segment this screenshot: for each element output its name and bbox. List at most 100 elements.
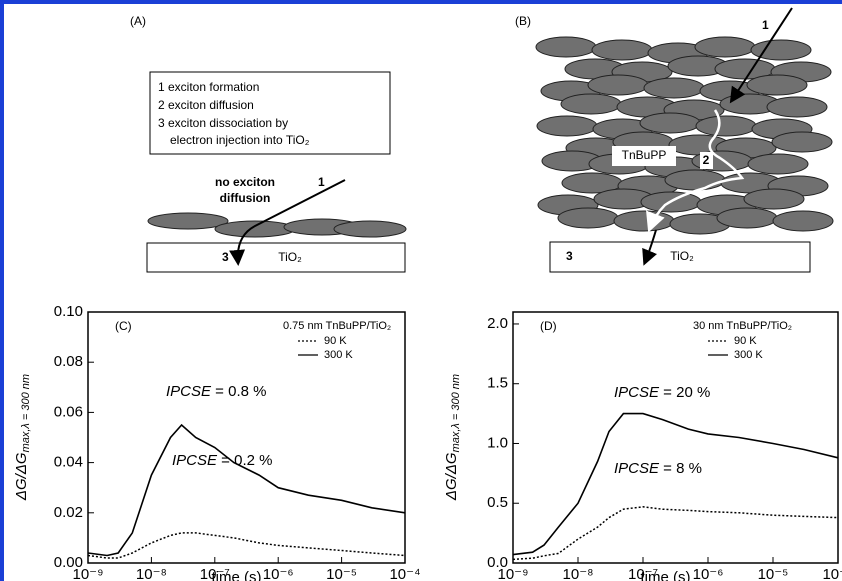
- panel-label: (A): [130, 14, 146, 28]
- annotation: IPCSE = 8 %: [614, 460, 702, 477]
- annotation-text: = 8 %: [659, 460, 702, 477]
- molecule-stack: [535, 36, 834, 235]
- step-label: 1: [762, 18, 769, 32]
- legend-label: 300 K: [734, 349, 763, 361]
- data-line: [87, 532, 406, 559]
- x-tick-label: 10⁻⁸: [136, 566, 167, 581]
- annotation-label: IPCSE: [166, 383, 212, 400]
- note: no exciton: [215, 175, 275, 189]
- y-tick-label: 0.02: [54, 504, 83, 521]
- panel-label: (D): [540, 319, 557, 333]
- molecule: [766, 96, 828, 118]
- legend-item: 3 exciton dissociation by: [158, 116, 288, 130]
- step-label: 2: [703, 153, 710, 167]
- substrate-label: TiO₂: [278, 250, 302, 264]
- legend-label: 300 K: [324, 349, 353, 361]
- y-tick-label: 0.06: [54, 403, 83, 420]
- step-box: [700, 152, 713, 169]
- molecule: [695, 115, 757, 137]
- molecule: [743, 188, 805, 210]
- molecule: [746, 74, 808, 96]
- legend-label: 90 K: [324, 335, 347, 347]
- molecule: [536, 115, 598, 137]
- y-axis-label-sub: max,λ = 300 nm: [450, 374, 462, 452]
- annotation-text: = 0.8 %: [211, 383, 266, 400]
- x-tick-label: 10⁻⁵: [326, 566, 357, 581]
- molecule: [147, 212, 229, 230]
- molecule: [535, 36, 597, 58]
- y-tick-label: 1.5: [487, 375, 508, 392]
- substrate: [549, 241, 811, 273]
- panel-label: (B): [515, 14, 531, 28]
- y-tick-label: 0.10: [54, 303, 83, 320]
- molecule: [214, 220, 296, 238]
- legend-box: [149, 71, 391, 155]
- panel-b: (B) TiO₂ TnBuPP 2 1 3: [515, 7, 834, 273]
- substrate-label: TiO₂: [670, 249, 694, 263]
- molecule: [557, 207, 619, 229]
- molecule: [587, 74, 649, 96]
- annotation-label: IPCSE: [614, 460, 660, 477]
- x-tick-label: 10⁻⁶: [693, 566, 724, 581]
- y-tick-label: 2.0: [487, 315, 508, 332]
- annotation-label: IPCSE: [614, 384, 660, 401]
- legend-item: 2 exciton diffusion: [158, 98, 254, 112]
- legend-label: 90 K: [734, 335, 757, 347]
- x-tick-label: 10⁻⁷: [200, 566, 230, 581]
- arrow: [229, 179, 346, 266]
- y-tick-label: 0.5: [487, 494, 508, 511]
- panel-a: (A) 1 exciton formation 2 exciton diffus…: [130, 14, 407, 273]
- diffusion-path: [646, 109, 745, 233]
- annotation-text: = 20 %: [659, 384, 710, 401]
- x-axis-label: time (s): [212, 569, 262, 581]
- molecule-label: TnBuPP: [622, 148, 667, 162]
- molecule: [613, 210, 675, 232]
- data-line: [512, 506, 839, 561]
- molecule-box: [612, 146, 676, 166]
- y-tick-label: 0.08: [54, 353, 83, 370]
- y-axis-label-sub: max,λ = 300 nm: [20, 374, 32, 452]
- x-tick-label: 10⁻⁴: [822, 566, 842, 581]
- molecule: [747, 153, 809, 175]
- legend-title: 30 nm TnBuPP/TiO₂: [693, 320, 792, 332]
- molecule: [664, 169, 726, 191]
- x-tick-label: 10⁻⁵: [758, 566, 789, 581]
- annotation-text: = 0.2 %: [217, 452, 272, 469]
- y-tick-label: 0.00: [54, 554, 83, 571]
- y-axis-label: ΔG/ΔGmax,λ = 300 nm: [13, 374, 32, 501]
- data-line: [87, 423, 406, 557]
- y-tick-label: 1.0: [487, 434, 508, 451]
- substrate: [146, 242, 406, 273]
- arrow: [729, 7, 793, 104]
- y-axis-label-main: ΔG/ΔG: [443, 452, 460, 501]
- x-tick-label: 10⁻⁹: [497, 566, 528, 581]
- plot-frame: [512, 311, 839, 564]
- molecule: [639, 112, 701, 134]
- plot-frame: [87, 311, 406, 564]
- arrow: [642, 229, 657, 266]
- y-axis-label-main: ΔG/ΔG: [13, 452, 30, 501]
- data-line: [512, 412, 839, 556]
- molecule: [643, 77, 705, 99]
- legend-item: 1 exciton formation: [158, 80, 259, 94]
- annotation: IPCSE = 20 %: [614, 384, 710, 401]
- x-tick-label: 10⁻⁶: [263, 566, 294, 581]
- step-label: 1: [318, 175, 325, 189]
- panel-label: (C): [115, 319, 132, 333]
- molecule: [772, 210, 834, 232]
- x-tick-label: 10⁻⁷: [628, 566, 658, 581]
- x-tick-label: 10⁻⁴: [389, 566, 420, 581]
- x-tick-label: 10⁻⁸: [563, 566, 594, 581]
- annotation-label: IPCSE: [172, 452, 218, 469]
- legend-item: electron injection into TiO₂: [170, 133, 310, 147]
- x-axis-label: time (s): [641, 569, 691, 581]
- step-label: 3: [566, 249, 573, 263]
- molecule: [694, 36, 756, 58]
- y-tick-label: 0.0: [487, 554, 508, 571]
- molecule: [333, 220, 407, 238]
- annotation: IPCSE = 0.8 %: [166, 383, 266, 400]
- molecule: [716, 207, 778, 229]
- note: diffusion: [220, 191, 271, 205]
